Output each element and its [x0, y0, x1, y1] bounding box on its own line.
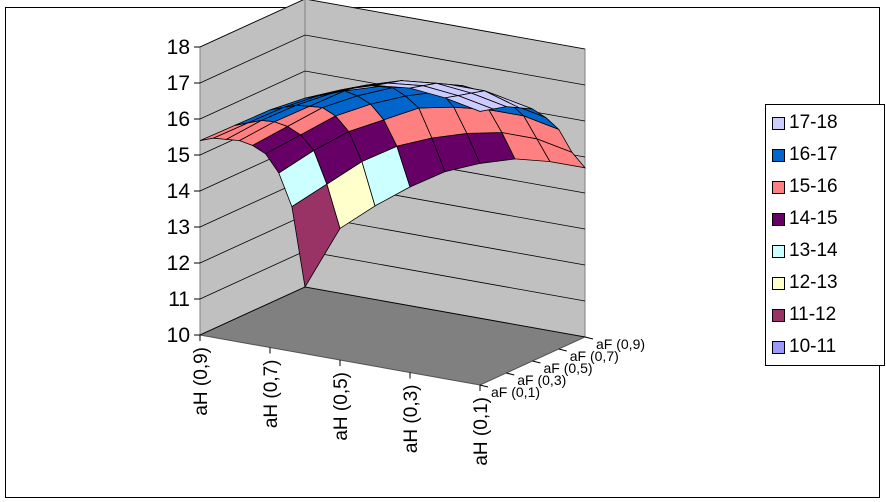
legend-label: 16-17: [789, 144, 838, 165]
x-axis-ticks: aH (0,9) aH (0,7) aH (0,5) aH (0,3) aH (0,1): [191, 335, 492, 466]
legend-label: 14-15: [789, 208, 838, 229]
legend-item: 17-18: [772, 111, 838, 135]
legend-label: 15-16: [789, 176, 838, 197]
legend-label: 12-13: [789, 272, 838, 293]
z-tick-label: 11: [168, 288, 190, 311]
y-tick-label: aF (0,1): [491, 384, 540, 400]
legend-item: 14-15: [772, 207, 838, 231]
legend-item: 15-16: [772, 175, 838, 199]
y-tick-mark: [558, 348, 567, 352]
x-tick-label: aH (0,5): [331, 372, 352, 441]
z-tick-label: 10: [167, 324, 190, 347]
legend-swatch: [772, 276, 785, 290]
y-tick-mark: [479, 384, 489, 388]
legend-label: 10-11: [789, 336, 837, 357]
legend: 17-18 16-17 15-16 14-15 13-14 12-13 11-12 10-11: [765, 104, 885, 366]
z-tick-label: 17: [167, 72, 190, 95]
z-axis-ticks: 10 11 12 13 14 15 16 17 18: [167, 36, 200, 347]
z-tick-label: 13: [167, 216, 190, 239]
legend-label: 11-12: [789, 304, 837, 325]
y-tick-label: aF (0,3): [517, 372, 566, 388]
y-tick-mark: [506, 372, 515, 376]
y-tick-label: aF (0,9): [596, 336, 645, 352]
legend-swatch: [772, 244, 785, 258]
y-tick-label: aF (0,5): [544, 360, 593, 376]
legend-swatch: [772, 340, 785, 354]
legend-swatch: [772, 180, 785, 194]
legend-item: 11-12: [772, 303, 836, 327]
legend-label: 17-18: [789, 112, 838, 133]
legend-label: 13-14: [789, 240, 838, 261]
x-tick-label: aH (0,1): [471, 397, 492, 466]
legend-swatch: [772, 308, 785, 322]
legend-item: 13-14: [772, 239, 838, 263]
z-tick-label: 12: [167, 252, 190, 275]
x-tick-label: aH (0,3): [401, 385, 422, 454]
legend-item: 10-11: [772, 335, 836, 359]
gridline: [199, 0, 586, 50]
y-tick-label: aF (0,7): [570, 348, 619, 364]
legend-item: 16-17: [772, 143, 838, 167]
x-tick-label: aH (0,7): [261, 360, 282, 429]
surface-cell: [443, 95, 495, 112]
legend-swatch: [772, 148, 785, 162]
legend-swatch: [772, 116, 785, 130]
z-tick-label: 15: [167, 144, 190, 167]
y-tick-mark: [532, 360, 541, 364]
gridline: [199, 34, 586, 86]
x-tick-label: aH (0,9): [191, 347, 212, 416]
surface: [199, 80, 587, 289]
z-tick-label: 16: [167, 108, 190, 131]
z-tick-label: 18: [167, 36, 190, 59]
legend-swatch: [772, 212, 785, 226]
legend-item: 12-13: [772, 271, 838, 295]
y-axis-ticks: aF (0,1)aF (0,3)aF (0,5)aF (0,7)aF (0,9): [479, 336, 645, 400]
z-tick-label: 14: [167, 180, 191, 203]
y-tick-mark: [584, 336, 594, 340]
